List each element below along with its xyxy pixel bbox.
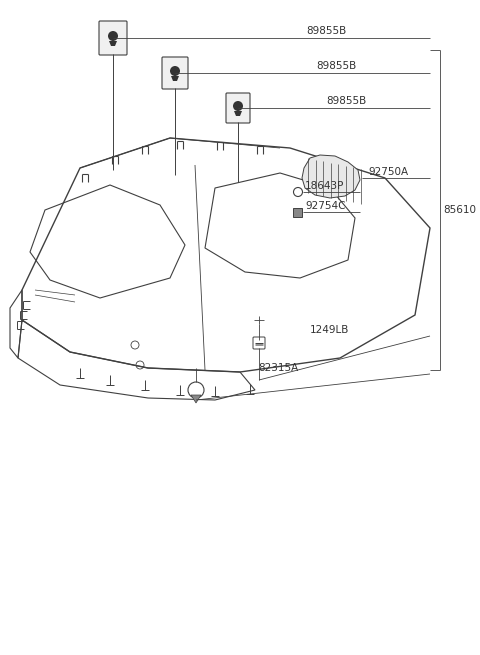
Polygon shape [171,76,179,81]
Polygon shape [302,155,360,198]
Circle shape [108,31,118,41]
Circle shape [233,101,243,111]
Circle shape [188,382,204,398]
Bar [293,208,302,217]
Text: 89855B: 89855B [326,96,366,106]
Polygon shape [191,395,201,403]
Text: 92754C: 92754C [305,201,346,211]
FancyBboxPatch shape [226,93,250,123]
Text: 1249LB: 1249LB [310,325,349,335]
Text: 82315A: 82315A [258,363,298,373]
Text: 89855B: 89855B [316,61,356,71]
Text: 18643P: 18643P [305,181,344,191]
FancyBboxPatch shape [99,21,127,55]
Circle shape [170,66,180,76]
FancyBboxPatch shape [162,57,188,89]
Text: 92750A: 92750A [368,167,408,177]
FancyBboxPatch shape [253,337,265,349]
Text: 89855B: 89855B [306,26,346,36]
Text: 85610: 85610 [443,205,476,215]
Circle shape [293,187,302,196]
Polygon shape [109,41,117,46]
Polygon shape [234,111,242,116]
